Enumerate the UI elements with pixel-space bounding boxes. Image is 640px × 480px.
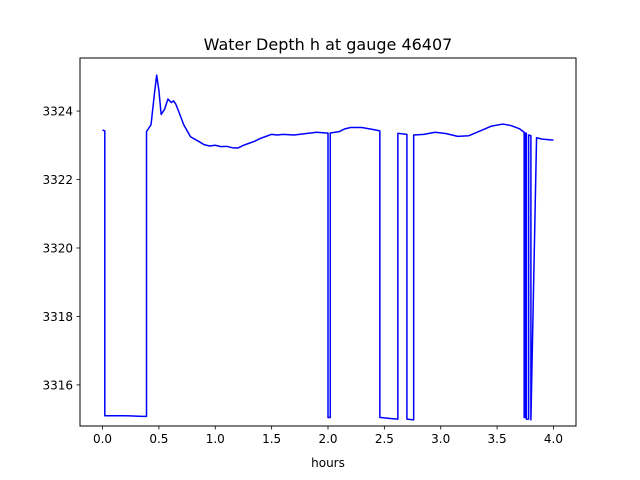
x-tick-label: 1.5 (262, 432, 281, 446)
x-tick-label: 0.5 (149, 432, 168, 446)
x-tick-label: 2.5 (375, 432, 394, 446)
series-layer (102, 74, 554, 421)
x-tick-label: 3.5 (488, 432, 507, 446)
x-tick-label: 0.0 (93, 432, 112, 446)
series-line-0 (102, 74, 554, 421)
x-tick-label: 2.0 (318, 432, 337, 446)
x-tick-label: 4.0 (544, 432, 563, 446)
y-tick-label: 3324 (42, 105, 73, 119)
x-tick-label: 3.0 (431, 432, 450, 446)
y-tick-label: 3320 (42, 241, 73, 255)
y-axis: 3316 3318 3320 3322 3324 (42, 105, 80, 392)
x-tick-label: 1.0 (206, 432, 225, 446)
x-axis: 0.0 0.5 1.0 1.5 2.0 2.5 3.0 3.5 4.0 (93, 426, 563, 446)
y-tick-label: 3318 (42, 310, 73, 324)
x-axis-label: hours (311, 456, 345, 470)
chart-title: Water Depth h at gauge 46407 (204, 35, 453, 54)
y-tick-label: 3322 (42, 173, 73, 187)
y-tick-label: 3316 (42, 378, 73, 392)
